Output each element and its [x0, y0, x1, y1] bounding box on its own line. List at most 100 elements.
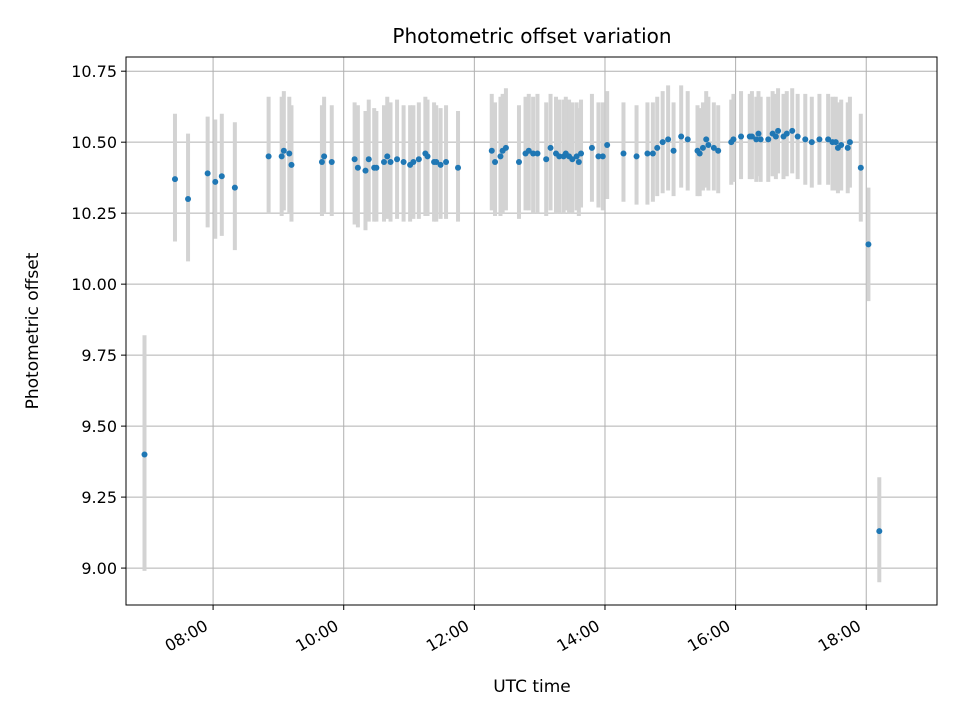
y-tick-label: 9.50: [81, 417, 117, 436]
data-point: [530, 150, 537, 157]
data-point: [710, 144, 717, 151]
data-point: [659, 139, 666, 146]
data-point: [599, 153, 606, 160]
y-tick-label: 10.75: [71, 62, 117, 81]
data-point: [772, 133, 779, 140]
data-point: [410, 159, 417, 166]
data-point: [318, 159, 325, 166]
x-tick-label: 10:00: [292, 616, 341, 656]
y-tick-label: 10.50: [71, 133, 117, 152]
data-point: [846, 139, 853, 146]
data-point: [492, 159, 499, 166]
data-point: [670, 147, 677, 154]
data-point: [384, 153, 391, 160]
data-point: [394, 156, 401, 163]
data-point: [515, 159, 522, 166]
y-tick-label: 10.25: [71, 204, 117, 223]
error-bars: [142, 85, 882, 583]
y-axis-label: Photometric offset: [23, 252, 43, 409]
data-point: [497, 153, 504, 160]
data-point: [288, 161, 295, 168]
data-point: [415, 156, 422, 163]
x-tick-label: 16:00: [684, 616, 733, 656]
data-point: [547, 144, 554, 151]
data-point: [265, 153, 272, 160]
data-point: [654, 144, 661, 151]
data-point: [437, 161, 444, 168]
y-tick-label: 9.75: [81, 346, 117, 365]
y-tick-label: 9.00: [81, 559, 117, 578]
data-point: [543, 156, 550, 163]
data-point: [699, 144, 706, 151]
data-point: [218, 173, 225, 180]
data-point: [400, 159, 407, 166]
data-point: [678, 133, 685, 140]
x-tick-label: 18:00: [815, 616, 864, 656]
data-point: [171, 176, 178, 183]
data-point: [775, 127, 782, 134]
x-axis-ticks: 08:00 10:00 12:00 14:00 16:00 18:00: [162, 605, 867, 656]
data-point: [387, 159, 394, 166]
data-point: [534, 150, 541, 157]
data-point: [802, 136, 809, 143]
data-point: [321, 153, 328, 160]
data-point: [730, 136, 737, 143]
data-point: [380, 159, 387, 166]
data-point: [844, 144, 851, 151]
data-point: [502, 144, 509, 151]
data-point: [620, 150, 627, 157]
data-point: [595, 153, 602, 160]
x-tick-label: 12:00: [423, 616, 472, 656]
data-point: [354, 164, 361, 171]
data-point: [738, 133, 745, 140]
data-point: [204, 170, 211, 177]
data-point: [525, 147, 532, 154]
data-point: [280, 147, 287, 154]
data-point: [865, 241, 872, 248]
data-point: [212, 178, 219, 185]
data-point: [649, 150, 656, 157]
data-point: [231, 184, 238, 191]
data-point: [433, 159, 440, 166]
data-point: [424, 153, 431, 160]
data-point: [578, 150, 585, 157]
data-point: [644, 150, 651, 157]
data-point: [876, 528, 883, 535]
data-point: [832, 139, 839, 146]
data-point: [705, 142, 712, 149]
data-point: [573, 153, 580, 160]
data-point: [753, 136, 760, 143]
y-tick-label: 9.25: [81, 488, 117, 507]
data-point: [857, 164, 864, 171]
data-point: [286, 150, 293, 157]
chart-title: Photometric offset variation: [392, 24, 671, 48]
data-point: [556, 153, 563, 160]
data-point: [633, 153, 640, 160]
data-point: [755, 130, 762, 137]
data-point: [825, 136, 832, 143]
data-point: [351, 156, 358, 163]
x-tick-label: 14:00: [554, 616, 603, 656]
data-point: [328, 159, 335, 166]
data-point: [816, 136, 823, 143]
data-point: [838, 142, 845, 149]
data-point: [365, 156, 372, 163]
data-points: [141, 127, 883, 535]
data-point: [373, 164, 380, 171]
plot-frame: [125, 56, 938, 606]
data-point: [569, 156, 576, 163]
y-tick-label: 10.00: [71, 275, 117, 294]
data-point: [665, 136, 672, 143]
data-point: [684, 136, 691, 143]
y-axis-ticks: 9.00 9.25 9.50 9.75 10.00 10.25 10.50 10.75: [71, 62, 126, 578]
data-point: [588, 144, 595, 151]
data-point: [455, 164, 462, 171]
data-point: [185, 195, 192, 202]
data-point: [783, 130, 790, 137]
data-point: [362, 167, 369, 174]
data-point: [141, 451, 148, 458]
data-point: [794, 133, 801, 140]
data-point: [765, 136, 772, 143]
data-point: [443, 159, 450, 166]
